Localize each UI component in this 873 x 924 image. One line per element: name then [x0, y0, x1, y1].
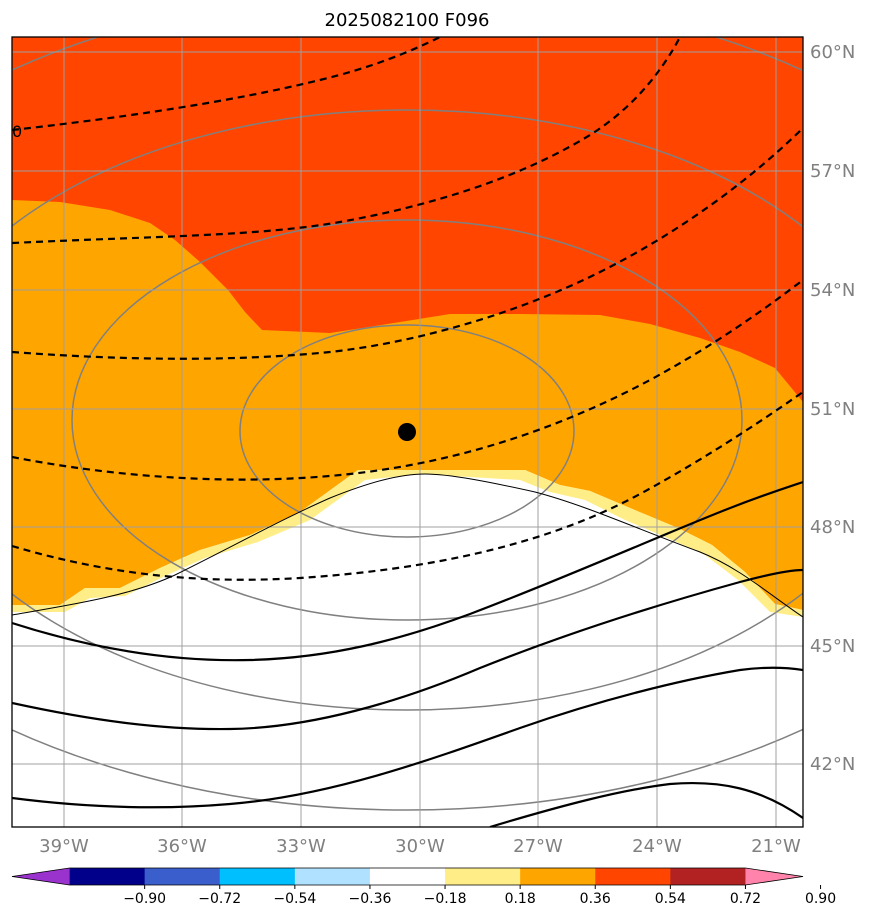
lon-label-21w: 21°W	[751, 836, 801, 857]
solid-contour-2	[12, 568, 803, 731]
colorbar-segment	[520, 868, 596, 885]
ring-inner	[239, 324, 575, 538]
lon-label-30w: 30°W	[395, 836, 445, 857]
solid-contour-1	[12, 480, 803, 662]
ring-2	[71, 219, 743, 621]
negative-contours	[12, 37, 803, 581]
colorbar-tick-label: 0.54	[655, 891, 686, 907]
colorbar-segment	[144, 868, 221, 885]
colorbar: −0.90 −0.72 −0.54 −0.36 −0.18 0.18 0.36 0.54 0.7…	[11, 867, 836, 907]
dashed-contour-5	[12, 391, 803, 581]
lat-label-51n: 51°N	[810, 399, 855, 420]
lat-label-60n: 60°N	[810, 42, 855, 63]
ring-3	[12, 109, 803, 711]
colorbar-tick-label: −0.36	[348, 891, 391, 907]
colorbar-segment	[445, 868, 521, 885]
lon-label-27w: 27°W	[513, 836, 563, 857]
map-title: 2025082100 F096	[325, 10, 490, 31]
dashed-contour-4	[12, 279, 803, 481]
ring-4	[12, 37, 803, 811]
dashed-contour-1	[12, 37, 441, 132]
lat-label-54n: 54°N	[810, 280, 855, 301]
lon-label-33w: 33°W	[276, 836, 326, 857]
lat-label-48n: 48°N	[810, 517, 855, 538]
map-frame	[11, 36, 804, 828]
longitude-labels: 39°W 36°W 33°W 30°W 27°W 24°W 21°W	[39, 836, 801, 857]
lon-label-24w: 24°W	[632, 836, 682, 857]
dashed-contour-2	[12, 37, 681, 245]
lon-label-39w: 39°W	[39, 836, 89, 857]
lat-label-45n: 45°N	[810, 636, 855, 657]
colorbar-tick-label: −0.72	[198, 891, 241, 907]
solid-contour-4	[489, 781, 803, 827]
colorbar-tick-label: −0.18	[424, 891, 467, 907]
colorbar-segment	[595, 868, 671, 885]
colorbar-extension-high	[745, 868, 803, 885]
solid-contour-3	[12, 666, 803, 809]
colorbar-segment	[294, 868, 371, 885]
colorbar-tick-label: 0.36	[580, 891, 611, 907]
colorbar-tick-label: −0.90	[123, 891, 166, 907]
dashed-contour-3	[12, 127, 803, 360]
anomaly-fill-yellow	[12, 470, 803, 617]
lat-label-42n: 42°N	[810, 754, 855, 775]
graticule	[12, 37, 803, 827]
colorbar-extension-low	[12, 868, 70, 885]
colorbar-tick-label: 0.90	[805, 891, 836, 907]
storm-center-marker	[398, 423, 416, 441]
colorbar-segment	[69, 868, 146, 885]
contour-label: 0	[12, 122, 22, 141]
colorbar-segment	[219, 868, 296, 885]
lon-label-36w: 36°W	[157, 836, 207, 857]
colorbar-segment	[369, 868, 446, 885]
positive-contours	[12, 480, 803, 827]
colorbar-tick-label: 0.18	[505, 891, 536, 907]
colorbar-tick-label: −0.54	[273, 891, 316, 907]
colorbar-segment	[670, 868, 746, 885]
colorbar-outline	[11, 867, 804, 886]
latitude-labels: 60°N 57°N 54°N 51°N 48°N 45°N 42°N	[810, 42, 855, 775]
lat-label-57n: 57°N	[810, 161, 855, 182]
colorbar-tick-label: 0.72	[730, 891, 761, 907]
